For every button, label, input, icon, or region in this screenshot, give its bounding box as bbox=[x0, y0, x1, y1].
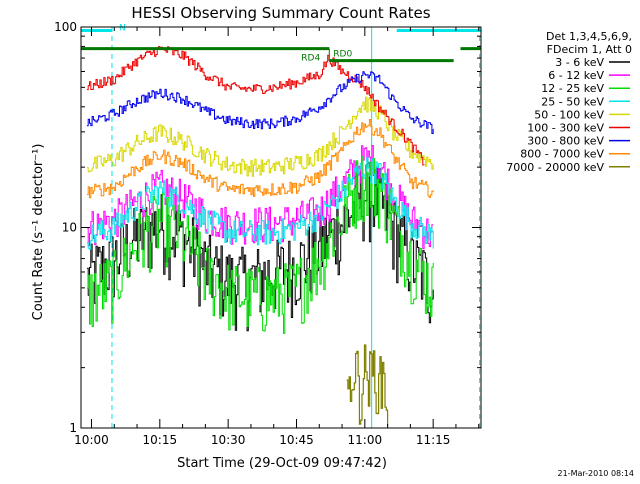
y-axis-label: Count Rate (s⁻¹ detector⁻¹) bbox=[31, 144, 46, 321]
legend-header-line-2: FDecim 1, Att 0 bbox=[547, 43, 632, 56]
footer-date: 21-Mar-2010 08:14 bbox=[558, 469, 635, 478]
legend: Det 1,3,4,5,6,9, FDecim 1, Att 0 3 - 6 k… bbox=[506, 30, 632, 174]
x-tick-label-5: 11:15 bbox=[416, 433, 451, 447]
flag-label-rd4: RD4 bbox=[301, 54, 320, 64]
series-line-3-6-kev bbox=[86, 162, 434, 332]
y-tick-label-0: 1 bbox=[69, 421, 77, 435]
x-tick-label-3: 10:45 bbox=[279, 433, 314, 447]
series-line-300-800-kev bbox=[86, 71, 434, 134]
legend-label-3: 25 - 50 keV bbox=[541, 95, 604, 108]
series-line-25-50-kev bbox=[86, 157, 434, 250]
legend-label-1: 6 - 12 keV bbox=[548, 69, 604, 82]
legend-label-7: 800 - 7000 keV bbox=[520, 148, 604, 161]
legend-label-4: 50 - 100 keV bbox=[534, 108, 604, 121]
series-line-800-7000-kev bbox=[86, 119, 434, 199]
legend-label-2: 12 - 25 keV bbox=[541, 82, 604, 95]
series-line-7000-20000-kev bbox=[346, 344, 389, 427]
x-tick-label-2: 10:30 bbox=[211, 433, 246, 447]
series-line-50-100-kev bbox=[86, 96, 434, 177]
x-axis-label: Start Time (29-Oct-09 09:47:42) bbox=[177, 456, 387, 471]
x-tick-label-4: 11:00 bbox=[348, 433, 383, 447]
plot-area: N RD0 RD4 10:00 10:15 10:30 10:45 11:00 11:15 1 10… bbox=[54, 20, 482, 447]
legend-label-6: 300 - 800 keV bbox=[527, 135, 604, 148]
legend-label-5: 100 - 300 keV bbox=[527, 122, 604, 135]
legend-label-8: 7000 - 20000 keV bbox=[506, 161, 604, 174]
series-line-100-300-kev bbox=[86, 46, 425, 166]
flag-label-rd0: RD0 bbox=[333, 50, 352, 60]
legend-label-0: 3 - 6 keV bbox=[555, 56, 604, 69]
series-line-12-25-kev bbox=[86, 156, 434, 334]
y-tick-label-2: 100 bbox=[54, 20, 77, 34]
legend-header-line-1: Det 1,3,4,5,6,9, bbox=[546, 30, 632, 43]
x-tick-label-0: 10:00 bbox=[74, 433, 109, 447]
flag-label-n: N bbox=[119, 24, 126, 34]
chart-title: HESSI Observing Summary Count Rates bbox=[131, 4, 430, 22]
y-tick-label-1: 10 bbox=[62, 221, 77, 235]
x-tick-label-1: 10:15 bbox=[143, 433, 178, 447]
